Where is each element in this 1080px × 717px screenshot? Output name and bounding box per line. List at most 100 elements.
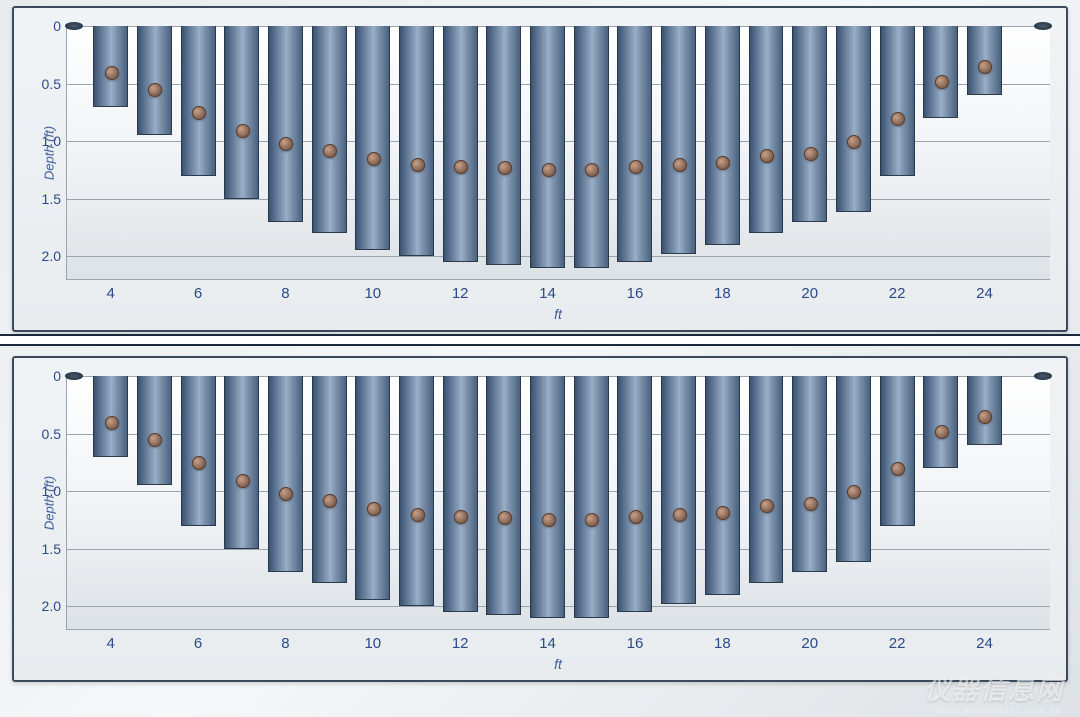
- x-tick-label: 18: [714, 629, 731, 652]
- depth-bar: [574, 376, 609, 618]
- depth-marker: [804, 497, 818, 511]
- depth-marker: [673, 508, 687, 522]
- chart-wrap-bottom: 00.51.01.52.04681012141618202224Depth (f…: [66, 376, 1050, 630]
- depth-bar: [749, 376, 784, 583]
- depth-marker: [891, 462, 905, 476]
- depth-bar: [181, 376, 216, 526]
- x-tick-label: 4: [107, 629, 115, 652]
- y-axis-label: Depth (ft): [42, 126, 57, 180]
- depth-bar: [836, 26, 871, 212]
- x-tick-label: 8: [281, 279, 289, 302]
- axis-cap-left: [65, 372, 83, 380]
- depth-chart-panel-bottom: 00.51.01.52.04681012141618202224 Depth (f…: [12, 356, 1068, 682]
- x-tick-label: 22: [889, 279, 906, 302]
- chart-wrap-top: 00.51.01.52.04681012141618202224Depth (f…: [66, 26, 1050, 280]
- x-tick-label: 10: [364, 279, 381, 302]
- depth-bar: [617, 26, 652, 262]
- depth-bar: [923, 376, 958, 468]
- depth-bar: [923, 26, 958, 118]
- depth-bar: [749, 26, 784, 233]
- axis-cap-right: [1034, 372, 1052, 380]
- depth-bar: [443, 376, 478, 612]
- y-tick-label: 0.5: [42, 76, 67, 92]
- x-tick-label: 24: [976, 629, 993, 652]
- axis-cap-left: [65, 22, 83, 30]
- depth-marker: [236, 474, 250, 488]
- x-tick-label: 8: [281, 629, 289, 652]
- depth-bar: [355, 376, 390, 600]
- depth-marker: [716, 506, 730, 520]
- plot-area: 00.51.01.52.04681012141618202224: [66, 26, 1050, 280]
- depth-bar: [312, 26, 347, 233]
- depth-bar: [530, 376, 565, 618]
- x-tick-label: 18: [714, 279, 731, 302]
- depth-bar: [705, 26, 740, 245]
- depth-bar: [661, 376, 696, 604]
- x-tick-label: 10: [364, 629, 381, 652]
- depth-bar: [486, 376, 521, 615]
- depth-marker: [585, 513, 599, 527]
- x-axis-label: ft: [554, 280, 562, 322]
- x-tick-label: 12: [452, 629, 469, 652]
- depth-bar: [443, 26, 478, 262]
- depth-marker: [105, 66, 119, 80]
- depth-bar: [880, 376, 915, 526]
- depth-bar: [355, 26, 390, 250]
- depth-bar: [312, 376, 347, 583]
- depth-marker: [760, 499, 774, 513]
- depth-bar: [268, 376, 303, 572]
- depth-bar: [224, 26, 259, 199]
- depth-marker: [411, 508, 425, 522]
- depth-bar: [137, 26, 172, 135]
- depth-bar: [792, 376, 827, 572]
- y-tick-label: 1.5: [42, 541, 67, 557]
- depth-marker: [716, 156, 730, 170]
- depth-marker: [673, 158, 687, 172]
- depth-bar: [880, 26, 915, 176]
- x-tick-label: 6: [194, 279, 202, 302]
- x-tick-label: 16: [627, 629, 644, 652]
- depth-bar: [661, 26, 696, 254]
- y-axis-label: Depth (ft): [42, 476, 57, 530]
- x-tick-label: 16: [627, 279, 644, 302]
- depth-marker: [585, 163, 599, 177]
- depth-bar: [224, 376, 259, 549]
- depth-bar: [836, 376, 871, 562]
- depth-marker: [891, 112, 905, 126]
- depth-bar: [617, 376, 652, 612]
- x-axis-label: ft: [554, 630, 562, 672]
- depth-marker: [935, 75, 949, 89]
- depth-marker: [542, 513, 556, 527]
- depth-marker: [760, 149, 774, 163]
- y-tick-label: 2.0: [42, 598, 67, 614]
- depth-chart-panel-top: 00.51.01.52.04681012141618202224 Depth (f…: [12, 6, 1068, 332]
- depth-marker: [804, 147, 818, 161]
- x-tick-label: 20: [801, 279, 818, 302]
- depth-bar: [399, 26, 434, 256]
- x-tick-label: 4: [107, 279, 115, 302]
- depth-bar: [574, 26, 609, 268]
- watermark-url: www.instrument.com.cn: [935, 706, 1062, 717]
- depth-marker: [367, 502, 381, 516]
- y-tick-label: 0.5: [42, 426, 67, 442]
- depth-bar: [530, 26, 565, 268]
- plot-area: 00.51.01.52.04681012141618202224: [66, 376, 1050, 630]
- depth-marker: [411, 158, 425, 172]
- x-tick-label: 24: [976, 279, 993, 302]
- depth-bar: [486, 26, 521, 265]
- x-tick-label: 6: [194, 629, 202, 652]
- depth-marker: [367, 152, 381, 166]
- x-tick-label: 20: [801, 629, 818, 652]
- x-tick-label: 22: [889, 629, 906, 652]
- screenshot-root: 00.51.01.52.04681012141618202224 Depth (f…: [0, 0, 1080, 717]
- x-tick-label: 12: [452, 279, 469, 302]
- depth-bar: [705, 376, 740, 595]
- depth-bar: [137, 376, 172, 485]
- depth-bar: [399, 376, 434, 606]
- depth-bar: [268, 26, 303, 222]
- depth-marker: [105, 416, 119, 430]
- depth-marker: [236, 124, 250, 138]
- panel-divider: [0, 334, 1080, 346]
- axis-cap-right: [1034, 22, 1052, 30]
- depth-marker: [935, 425, 949, 439]
